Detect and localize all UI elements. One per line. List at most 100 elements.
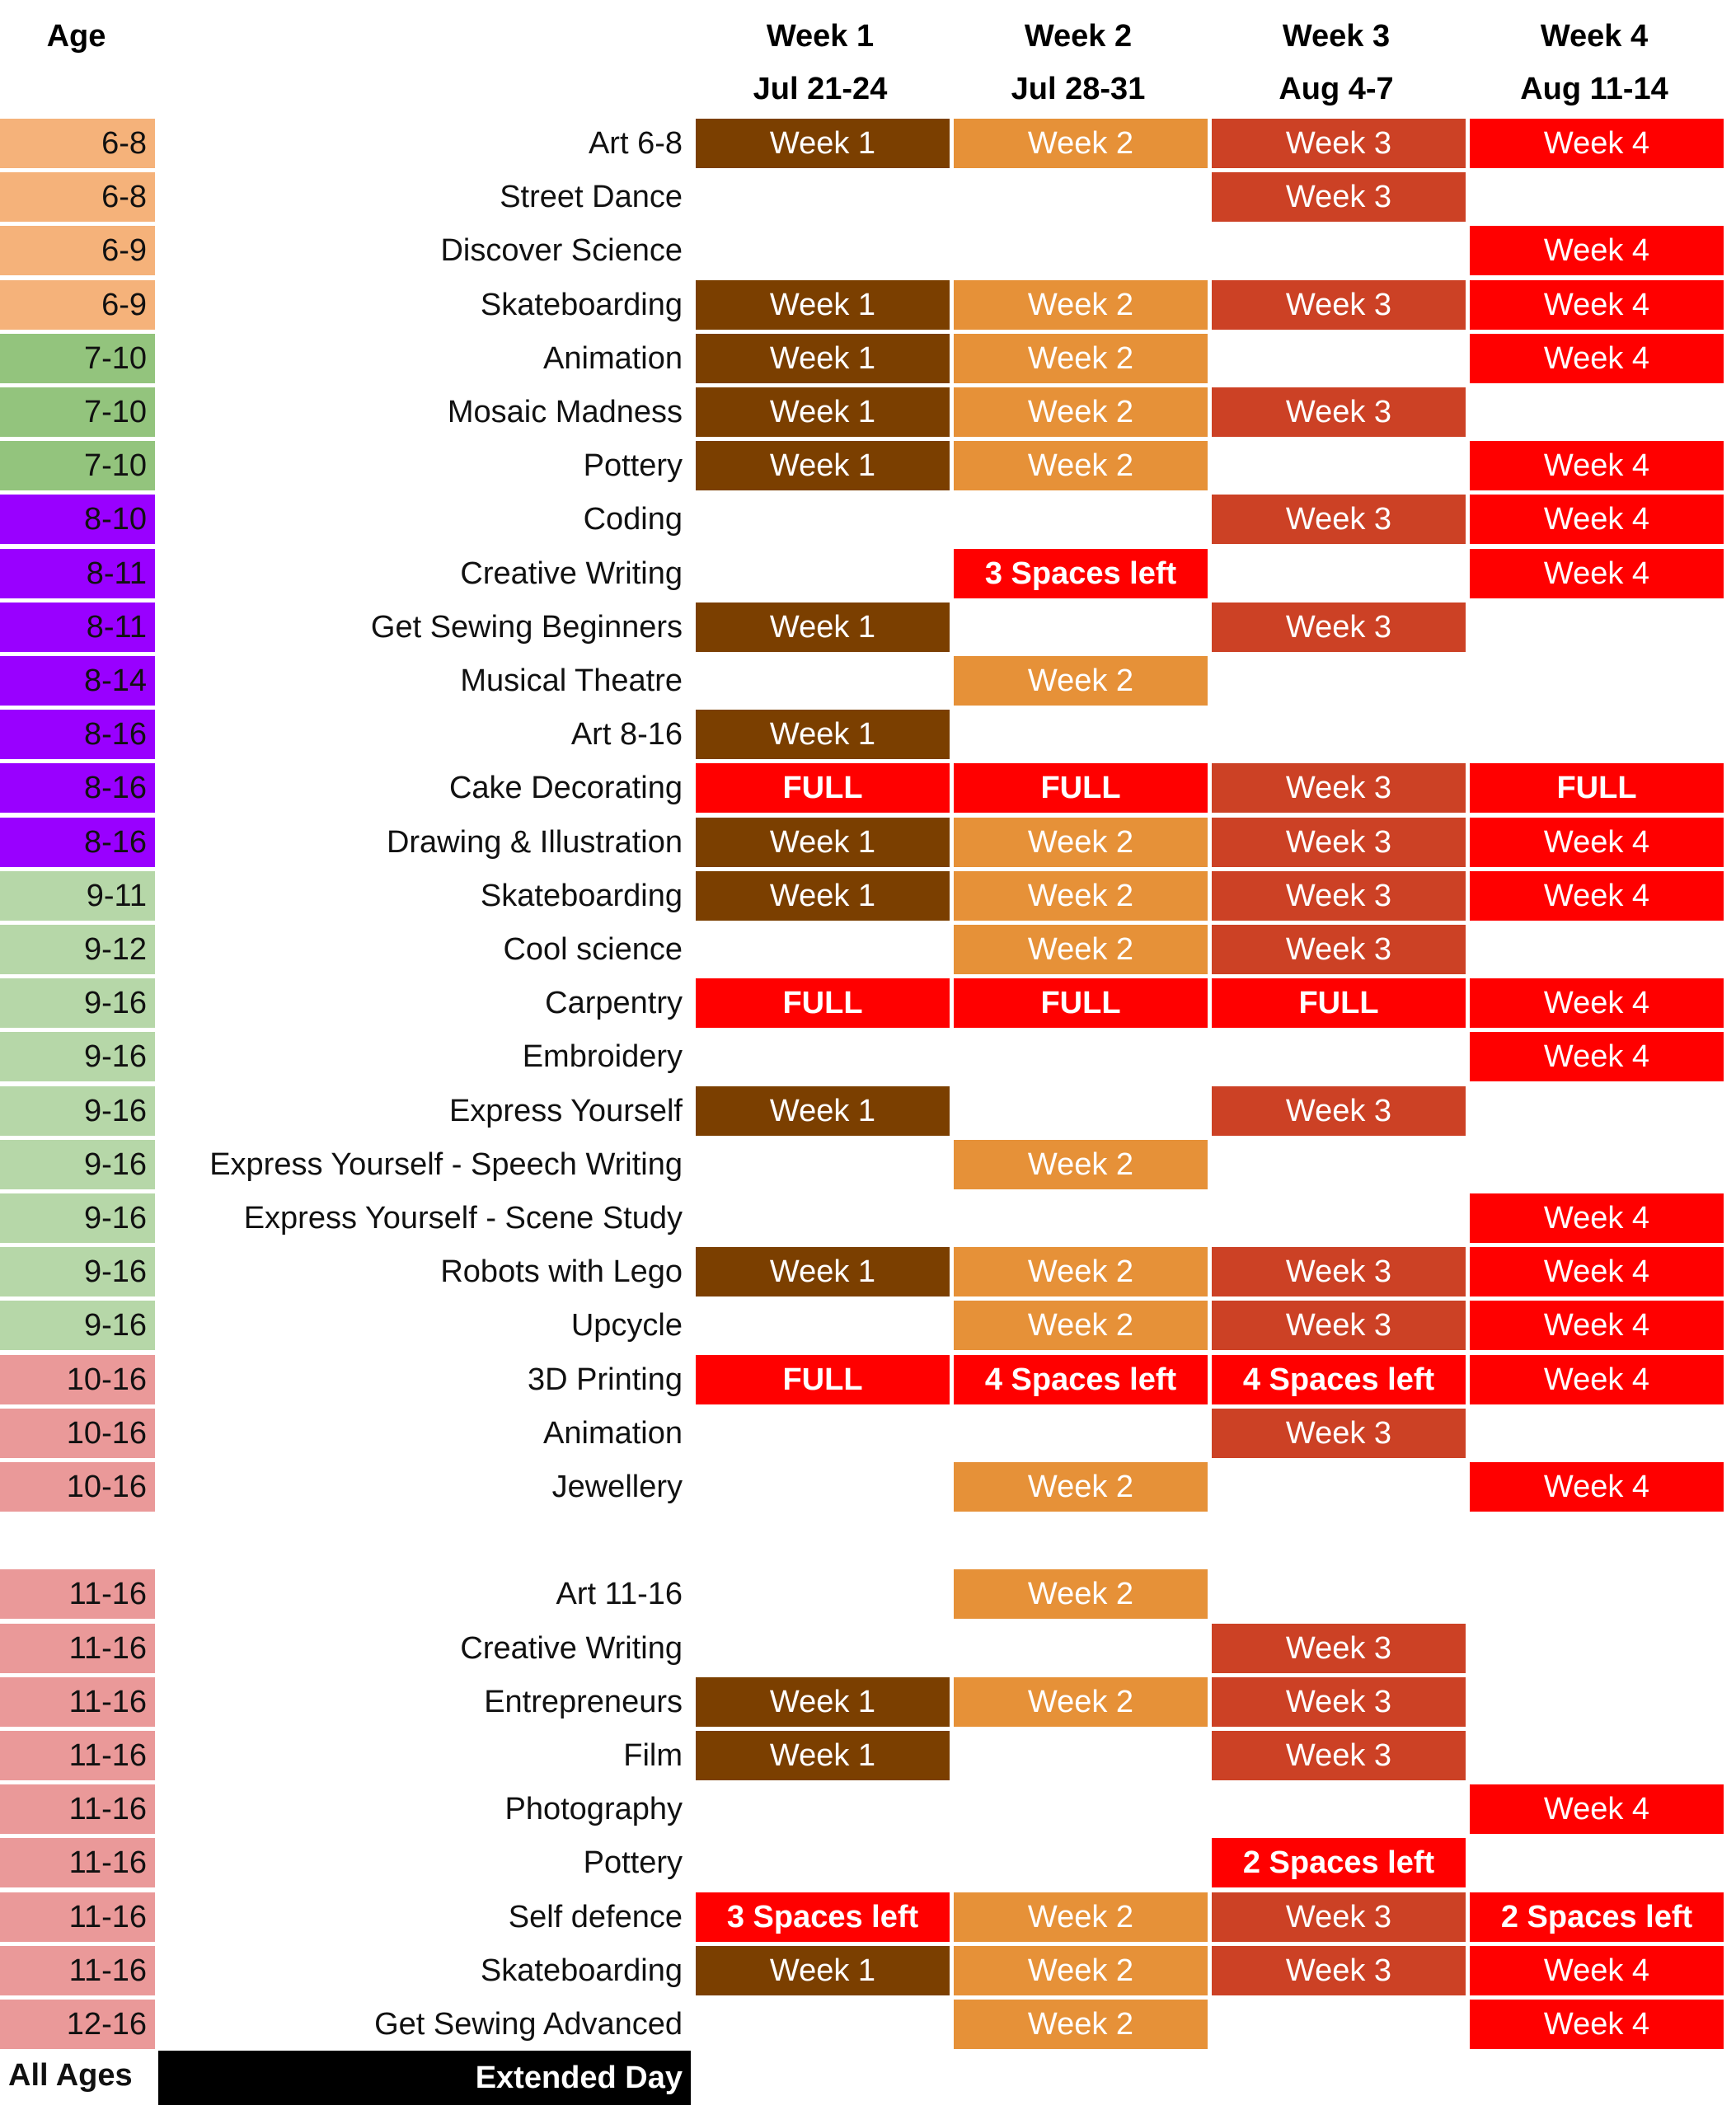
session-week-3[interactable]: Week 3 [1212, 1676, 1466, 1727]
session-week-1[interactable]: Week 1 [696, 119, 950, 168]
session-week-1[interactable]: Week 1 [696, 387, 950, 437]
session-week-2[interactable]: Week 2 [954, 1892, 1208, 1942]
session-week-4[interactable]: Week 4 [1470, 2000, 1724, 2049]
session-week-4[interactable]: Week 4 [1470, 333, 1724, 383]
age-range-cell: 10-16 [0, 1354, 155, 1404]
session-spaces-left-badge[interactable]: 3 Spaces left [696, 1892, 950, 1942]
session-week-1[interactable]: Week 1 [696, 1247, 950, 1297]
session-spaces-left-badge[interactable]: 4 Spaces left [1212, 1354, 1466, 1404]
course-name: Cake Decorating [448, 771, 683, 806]
session-week-1[interactable]: Week 1 [696, 1085, 950, 1136]
session-spaces-left-badge[interactable]: 2 Spaces left [1212, 1838, 1466, 1888]
session-week-4[interactable]: Week 4 [1470, 1193, 1724, 1243]
week-4-header: Week 4 [1540, 19, 1649, 54]
session-week-2[interactable]: Week 2 [954, 1247, 1208, 1297]
footer-age-label: All Ages [8, 2058, 133, 2093]
session-spaces-left-badge[interactable]: 4 Spaces left [954, 1354, 1208, 1404]
session-week-2[interactable]: Week 2 [954, 333, 1208, 383]
session-week-3[interactable]: Week 3 [1212, 1247, 1466, 1297]
session-week-2[interactable]: Week 2 [954, 656, 1208, 706]
session-week-1[interactable]: Week 1 [696, 817, 950, 867]
session-week-3[interactable]: Week 3 [1212, 1945, 1466, 1995]
session-week-3[interactable]: Week 3 [1212, 1085, 1466, 1136]
session-week-2[interactable]: Week 2 [954, 1462, 1208, 1512]
age-range-cell: 10-16 [0, 1408, 155, 1458]
session-week-2[interactable]: Week 2 [954, 2000, 1208, 2049]
session-week-4[interactable]: Week 4 [1470, 1784, 1724, 1835]
session-week-3[interactable]: Week 3 [1212, 602, 1466, 652]
session-full-badge[interactable]: FULL [1212, 978, 1466, 1029]
course-name: Entrepreneurs [484, 1684, 683, 1719]
session-week-4[interactable]: Week 4 [1470, 1462, 1724, 1512]
session-week-4[interactable]: Week 4 [1470, 119, 1724, 168]
session-week-2[interactable]: Week 2 [954, 925, 1208, 974]
session-week-4[interactable]: Week 4 [1470, 870, 1724, 921]
session-week-4[interactable]: Week 4 [1470, 1032, 1724, 1082]
course-name: Pottery [583, 448, 683, 484]
session-week-3[interactable]: Week 3 [1212, 1301, 1466, 1351]
session-week-4[interactable]: Week 4 [1470, 978, 1724, 1029]
session-week-1[interactable]: Week 1 [696, 1676, 950, 1727]
session-full-badge[interactable]: FULL [954, 763, 1208, 814]
session-week-3[interactable]: Week 3 [1212, 172, 1466, 223]
session-week-1[interactable]: Week 1 [696, 1731, 950, 1780]
session-spaces-left-badge[interactable]: 2 Spaces left [1470, 1892, 1724, 1942]
session-week-3[interactable]: Week 3 [1212, 1892, 1466, 1942]
session-week-2[interactable]: Week 2 [954, 870, 1208, 921]
session-week-1[interactable]: Week 1 [696, 333, 950, 383]
session-week-2[interactable]: Week 2 [954, 1139, 1208, 1189]
course-name: Skateboarding [480, 287, 683, 322]
age-range-cell: 11-16 [0, 1784, 155, 1835]
session-week-3[interactable]: Week 3 [1212, 817, 1466, 867]
session-week-2[interactable]: Week 2 [954, 119, 1208, 168]
session-week-3[interactable]: Week 3 [1212, 495, 1466, 545]
session-week-2[interactable]: Week 2 [954, 1569, 1208, 1620]
session-week-2[interactable]: Week 2 [954, 1945, 1208, 1995]
session-week-4[interactable]: Week 4 [1470, 495, 1724, 545]
session-week-2[interactable]: Week 2 [954, 1301, 1208, 1351]
session-week-4[interactable]: Week 4 [1470, 279, 1724, 330]
session-full-badge[interactable]: FULL [954, 978, 1208, 1029]
session-week-1[interactable]: Week 1 [696, 870, 950, 921]
session-week-3[interactable]: Week 3 [1212, 1731, 1466, 1780]
session-week-1[interactable]: Week 1 [696, 710, 950, 760]
session-week-4[interactable]: Week 4 [1470, 548, 1724, 598]
session-week-4[interactable]: Week 4 [1470, 1301, 1724, 1351]
session-week-3[interactable]: Week 3 [1212, 1623, 1466, 1673]
session-spaces-left-badge[interactable]: 3 Spaces left [954, 548, 1208, 598]
session-week-1[interactable]: Week 1 [696, 1945, 950, 1995]
age-range-cell: 8-10 [0, 495, 155, 545]
age-range-cell: 11-16 [0, 1892, 155, 1942]
course-name: Get Sewing Advanced [374, 2007, 683, 2042]
session-full-badge[interactable]: FULL [696, 1354, 950, 1404]
course-name: Discover Science [440, 233, 683, 269]
session-week-3[interactable]: Week 3 [1212, 119, 1466, 168]
session-week-2[interactable]: Week 2 [954, 817, 1208, 867]
session-full-badge[interactable]: FULL [1470, 763, 1724, 814]
session-week-2[interactable]: Week 2 [954, 279, 1208, 330]
session-week-3[interactable]: Week 3 [1212, 387, 1466, 437]
session-week-3[interactable]: Week 3 [1212, 1408, 1466, 1458]
session-week-4[interactable]: Week 4 [1470, 1354, 1724, 1404]
session-week-2[interactable]: Week 2 [954, 387, 1208, 437]
session-week-2[interactable]: Week 2 [954, 441, 1208, 491]
session-week-1[interactable]: Week 1 [696, 602, 950, 652]
session-week-4[interactable]: Week 4 [1470, 1945, 1724, 1995]
session-week-3[interactable]: Week 3 [1212, 870, 1466, 921]
course-name: Creative Writing [460, 1630, 683, 1666]
session-week-3[interactable]: Week 3 [1212, 763, 1466, 814]
session-week-2[interactable]: Week 2 [954, 1676, 1208, 1727]
session-week-4[interactable]: Week 4 [1470, 1247, 1724, 1297]
session-week-4[interactable]: Week 4 [1470, 226, 1724, 276]
age-range-cell: 8-16 [0, 763, 155, 814]
session-week-3[interactable]: Week 3 [1212, 925, 1466, 974]
session-week-1[interactable]: Week 1 [696, 441, 950, 491]
session-week-1[interactable]: Week 1 [696, 279, 950, 330]
age-range-cell: 9-16 [0, 1032, 155, 1082]
session-full-badge[interactable]: FULL [696, 763, 950, 814]
session-week-3[interactable]: Week 3 [1212, 279, 1466, 330]
session-week-4[interactable]: Week 4 [1470, 441, 1724, 491]
session-week-4[interactable]: Week 4 [1470, 817, 1724, 867]
course-name: Skateboarding [480, 1953, 683, 1988]
session-full-badge[interactable]: FULL [696, 978, 950, 1029]
